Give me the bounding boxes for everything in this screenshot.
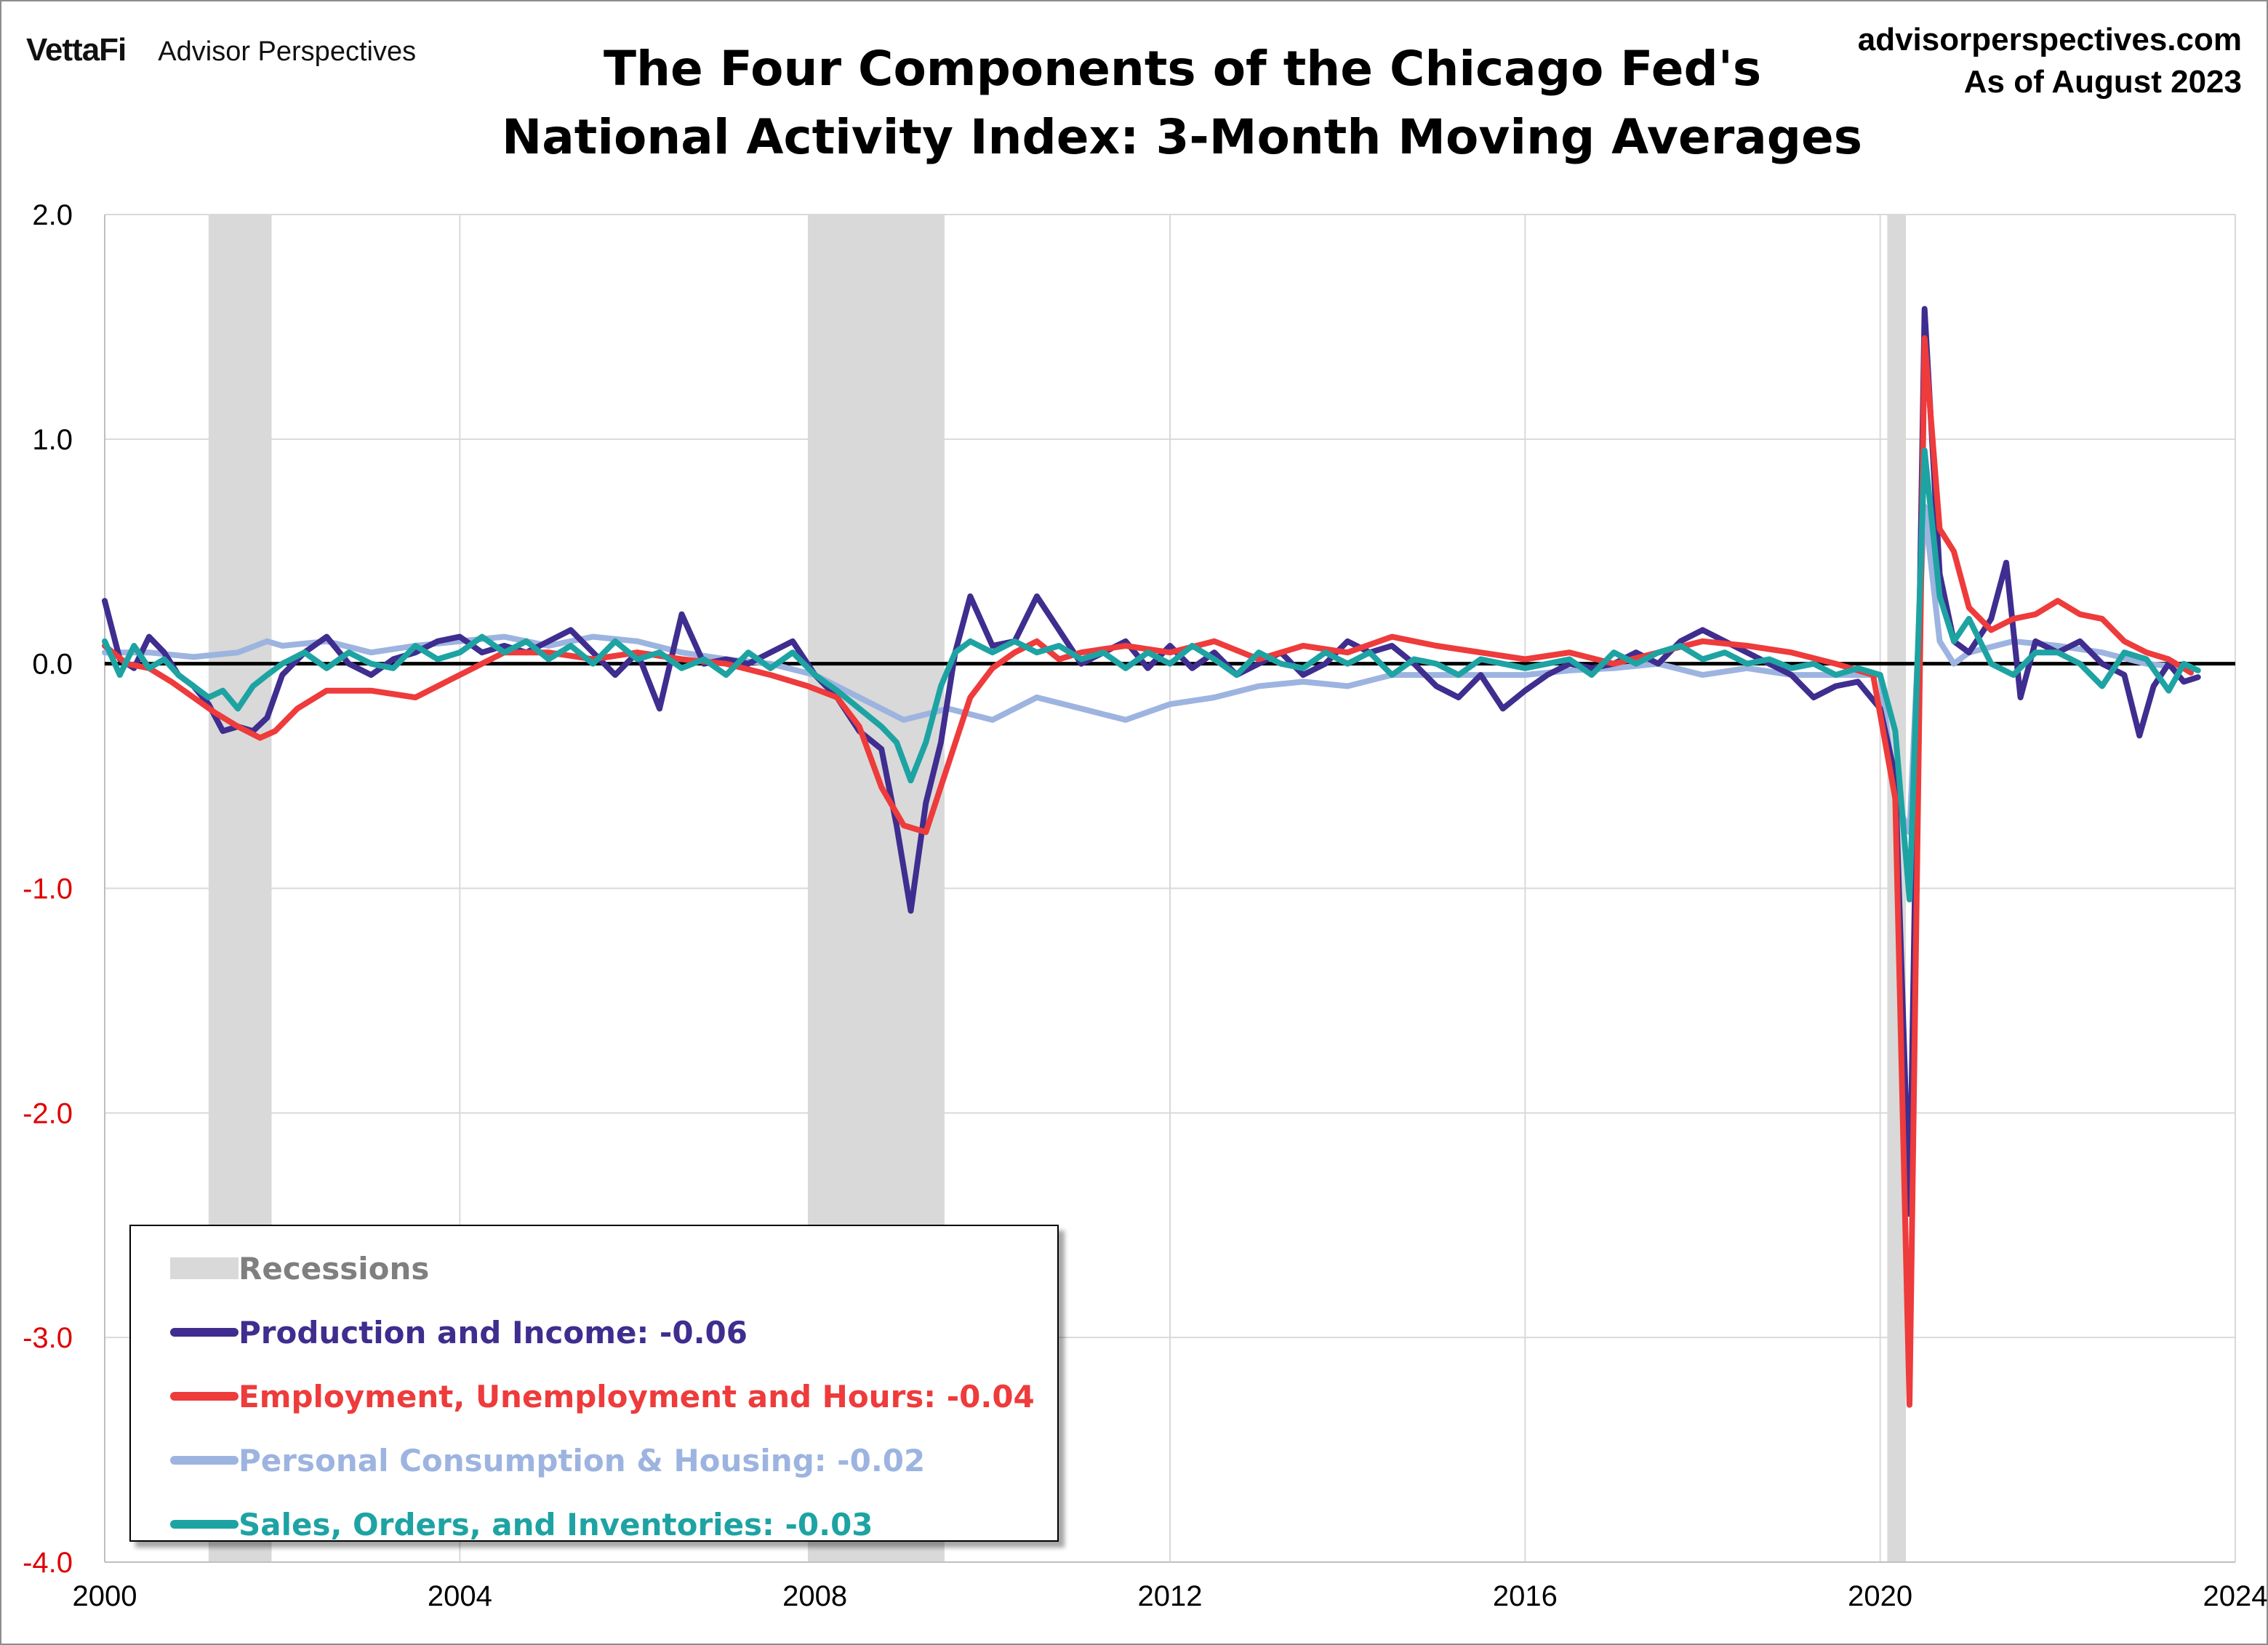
series-line-sales	[102, 447, 2201, 902]
y-tick-label-1: 1.0	[32, 424, 73, 456]
legend-swatch-production	[170, 1328, 239, 1337]
legend-item-sales: Sales, Orders, and Inventories: -0.03	[170, 1492, 1057, 1556]
y-tick-label-5: -3.0	[23, 1322, 73, 1354]
x-tick-label-2: 2008	[782, 1580, 847, 1612]
legend-label-employment: Employment, Unemployment and Hours: -0.0…	[239, 1378, 1035, 1414]
as-of-date: As of August 2023	[1963, 64, 2242, 100]
y-tick-label-3: -1.0	[23, 873, 73, 905]
source-site: advisorperspectives.com	[1857, 22, 2242, 57]
x-tick-label-3: 2012	[1138, 1580, 1203, 1612]
x-tick-label-0: 2000	[73, 1580, 137, 1612]
series-line-employment	[102, 335, 2194, 1408]
legend-label-production: Production and Income: -0.06	[239, 1314, 748, 1350]
legend-item-consumption: Personal Consumption & Housing: -0.02	[170, 1428, 1057, 1492]
y-tick-label-2: 0.0	[32, 649, 73, 681]
legend-swatch-consumption	[170, 1456, 239, 1465]
y-tick-label-0: 2.0	[32, 199, 73, 231]
brand: VettaFi Advisor Perspectives	[26, 32, 416, 68]
legend-item-recessions: Recessions	[170, 1236, 1057, 1300]
brand-logo: VettaFi	[26, 32, 127, 68]
chart-title-line1: The Four Components of the Chicago Fed's	[604, 41, 1762, 97]
source-block: advisorperspectives.com As of August 202…	[1858, 19, 2242, 103]
legend-swatch-employment	[170, 1392, 239, 1401]
legend-swatch-recessions	[170, 1257, 239, 1279]
y-tick-label-4: -2.0	[23, 1097, 73, 1129]
x-tick-label-1: 2004	[428, 1580, 492, 1612]
brand-subtitle: Advisor Perspectives	[158, 36, 417, 67]
legend-swatch-sales	[170, 1520, 239, 1529]
legend-label-sales: Sales, Orders, and Inventories: -0.03	[239, 1506, 873, 1542]
x-tick-label-6: 2024	[2203, 1580, 2268, 1612]
legend-item-production: Production and Income: -0.06	[170, 1300, 1057, 1364]
x-tick-label-5: 2020	[1848, 1580, 1912, 1612]
legend-item-employment: Employment, Unemployment and Hours: -0.0…	[170, 1364, 1057, 1428]
legend-label-consumption: Personal Consumption & Housing: -0.02	[239, 1442, 926, 1478]
y-tick-label-6: -4.0	[23, 1547, 73, 1579]
chart-title-line2: National Activity Index: 3-Month Moving …	[502, 109, 1863, 165]
legend: Recessions Production and Income: -0.06 …	[129, 1225, 1059, 1542]
chart-title: The Four Components of the Chicago Fed's…	[407, 35, 1863, 172]
series-line-production	[102, 305, 2201, 1217]
x-tick-label-4: 2016	[1493, 1580, 1558, 1612]
legend-label-recessions: Recessions	[239, 1250, 430, 1286]
series-lines	[102, 305, 2201, 1408]
